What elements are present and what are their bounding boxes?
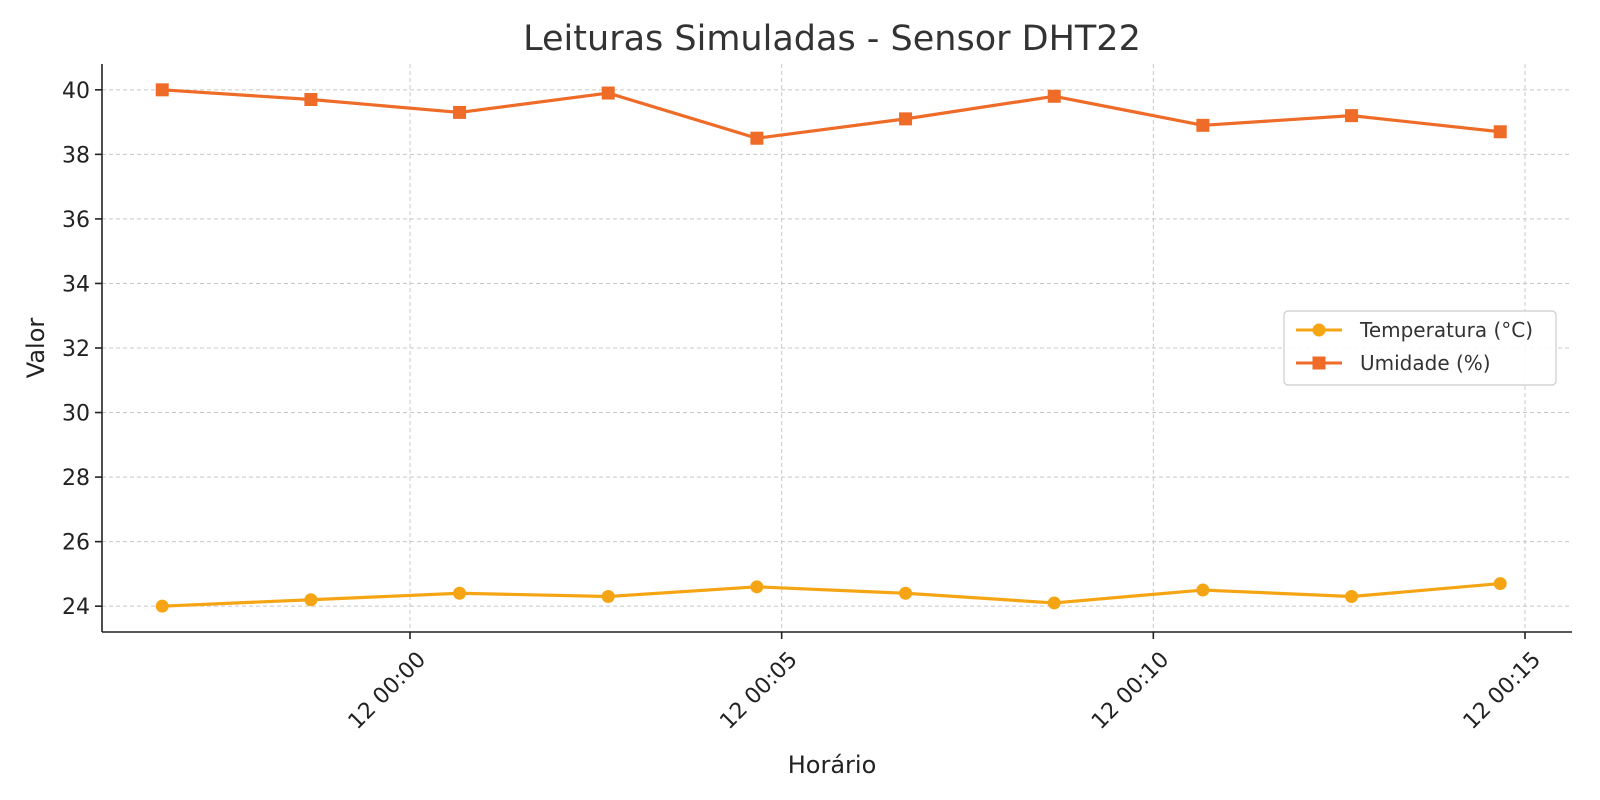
y-tick-label: 24 [62,595,90,620]
data-point-temperature [304,593,318,607]
data-point-humidity [1345,109,1359,123]
data-point-humidity [155,83,169,97]
y-tick-label: 28 [62,466,90,491]
legend-label-temperature: Temperatura (°C) [1359,318,1533,342]
legend: Temperatura (°C) Umidade (%) [1283,310,1557,386]
legend-box [1283,310,1557,386]
axis-layer: 24 26 28 30 32 34 36 38 40 12 00:00 12 00:05 12 00:… [62,64,1572,735]
y-tick-label: 32 [62,337,90,362]
x-axis-label: Horário [788,751,877,779]
x-tick-label: 12 00:00 [344,647,431,734]
data-point-temperature [1493,577,1507,591]
y-axis-label: Valor [22,318,50,379]
data-point-humidity [1047,89,1061,103]
data-point-humidity [601,86,615,100]
data-point-humidity [1196,118,1210,132]
data-point-humidity [1493,125,1507,139]
y-tick-label: 26 [62,531,90,556]
data-point-temperature [1345,590,1359,603]
data-point-humidity [453,105,467,119]
x-tick-label: 12 00:15 [1459,647,1546,734]
y-tick-label: 40 [62,79,90,104]
data-point-humidity [899,112,913,126]
series-layer [155,83,1507,613]
data-point-temperature [750,580,764,594]
legend-swatch-temperature-marker [1312,323,1326,337]
y-tick-label: 34 [62,272,90,297]
data-point-temperature [155,599,169,613]
y-tick-label: 38 [62,143,90,168]
series-temperature [155,577,1507,613]
x-tick-label: 12 00:05 [715,647,802,734]
chart-title: Leituras Simuladas - Sensor DHT22 [523,19,1141,59]
data-point-temperature [1196,583,1210,597]
grid-layer [102,64,1572,632]
series-line-temperature [160,581,1502,608]
data-point-humidity [304,93,318,106]
y-tick-label: 36 [62,208,90,233]
series-humidity [155,83,1507,145]
data-point-temperature [601,590,615,603]
data-point-humidity [750,131,764,145]
legend-label-humidity: Umidade (%) [1360,351,1491,375]
y-tick-label: 30 [62,402,90,427]
legend-swatch-humidity-marker [1312,356,1326,370]
x-tick-label: 12 00:10 [1087,647,1174,734]
data-point-temperature [899,586,913,600]
series-line-humidity [160,88,1502,140]
data-point-temperature [453,586,467,600]
data-point-temperature [1047,596,1061,610]
